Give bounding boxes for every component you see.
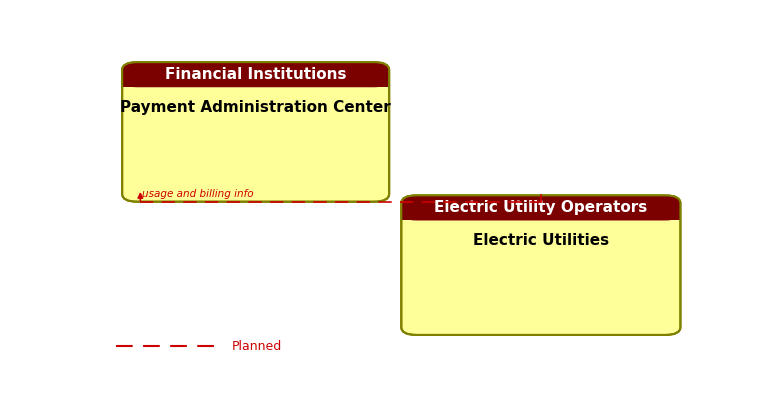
Bar bbox=[122, 75, 389, 87]
FancyBboxPatch shape bbox=[122, 62, 389, 202]
Text: usage and billing info: usage and billing info bbox=[143, 189, 254, 199]
Text: Financial Institutions: Financial Institutions bbox=[165, 67, 346, 82]
Bar bbox=[402, 208, 680, 220]
Text: Payment Administration Center: Payment Administration Center bbox=[121, 100, 391, 115]
FancyBboxPatch shape bbox=[402, 195, 680, 220]
Text: Electric Utility Operators: Electric Utility Operators bbox=[435, 200, 648, 215]
FancyBboxPatch shape bbox=[402, 195, 680, 335]
Text: Electric Utilities: Electric Utilities bbox=[473, 233, 609, 248]
Text: Planned: Planned bbox=[232, 339, 282, 353]
FancyBboxPatch shape bbox=[122, 62, 389, 87]
